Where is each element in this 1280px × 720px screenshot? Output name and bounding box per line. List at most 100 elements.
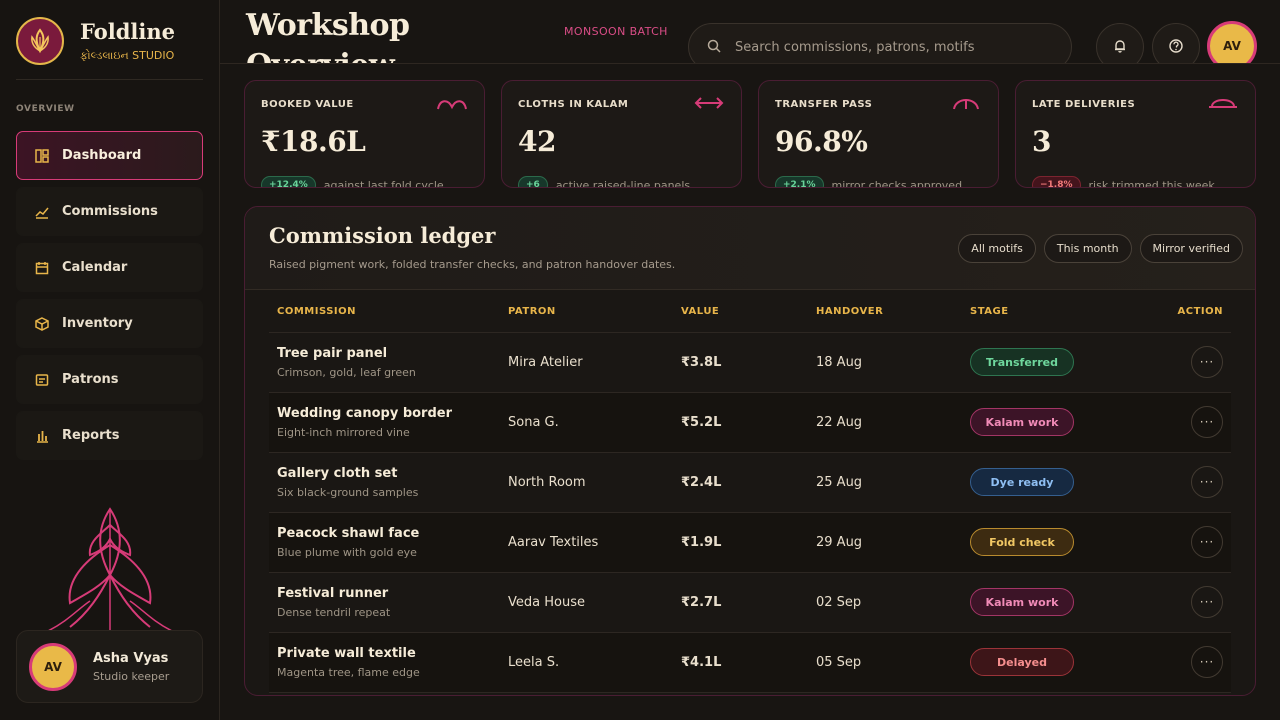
sidebar-nav: Dashboard Commissions Calendar Inventory… bbox=[16, 131, 203, 467]
column-header-stage[interactable]: STAGE bbox=[962, 291, 1112, 333]
kpi-value: ₹18.6L bbox=[261, 125, 366, 158]
sidebar-item-calendar[interactable]: Calendar bbox=[16, 243, 203, 292]
sidebar-item-label: Inventory bbox=[62, 316, 133, 331]
kpi-card-cloths-in-kalam: CLOTHS IN KALAM 42 +6 active raised-line… bbox=[501, 80, 742, 188]
table-row[interactable]: Tree pair panel Crimson, gold, leaf green… bbox=[269, 332, 1231, 393]
trend-icon bbox=[34, 204, 50, 220]
handover-cell: 02 Sep bbox=[808, 572, 962, 633]
kpi-note: risk trimmed this week bbox=[1088, 178, 1215, 188]
column-header-handover[interactable]: HANDOVER bbox=[808, 291, 962, 333]
sidebar-item-inventory[interactable]: Inventory bbox=[16, 299, 203, 348]
commission-ledger: Commission ledger Raised pigment work, f… bbox=[244, 206, 1256, 696]
user-avatar-button[interactable]: AV bbox=[1207, 21, 1257, 63]
help-icon bbox=[1169, 38, 1183, 57]
value-cell: ₹1.9L bbox=[673, 512, 808, 573]
status-badge: Kalam work bbox=[970, 588, 1074, 616]
kpi-value: 42 bbox=[518, 125, 556, 158]
more-actions-button[interactable]: ··· bbox=[1191, 646, 1223, 678]
filter-all-motifs[interactable]: All motifs bbox=[958, 234, 1036, 263]
more-actions-button[interactable]: ··· bbox=[1191, 406, 1223, 438]
kpi-card-late-deliveries: LATE DELIVERIES 3 −1.8% risk trimmed thi… bbox=[1015, 80, 1256, 188]
commission-title: Peacock shawl face bbox=[277, 525, 420, 541]
kpi-value: 3 bbox=[1032, 125, 1051, 158]
column-header-commission[interactable]: COMMISSION bbox=[269, 291, 500, 333]
more-actions-button[interactable]: ··· bbox=[1191, 586, 1223, 618]
kpi-delta-badge: +6 bbox=[518, 176, 548, 187]
kpi-card-booked-value: BOOKED VALUE ₹18.6L +12.4% against last … bbox=[244, 80, 485, 188]
kpi-label: CLOTHS IN KALAM bbox=[518, 99, 629, 110]
filter-mirror-verified[interactable]: Mirror verified bbox=[1139, 234, 1243, 263]
kpi-value: 96.8% bbox=[775, 125, 868, 158]
bell-icon bbox=[1113, 38, 1127, 57]
lotus-logo-icon bbox=[16, 17, 64, 65]
table-row[interactable]: Peacock shawl face Blue plume with gold e… bbox=[269, 512, 1231, 573]
commission-detail: Six black-ground samples bbox=[277, 485, 419, 499]
ledger-header: Commission ledger Raised pigment work, f… bbox=[245, 207, 1255, 290]
filter-this-month[interactable]: This month bbox=[1043, 234, 1132, 263]
more-actions-button[interactable]: ··· bbox=[1191, 526, 1223, 558]
profile-role: Studio keeper bbox=[93, 669, 170, 683]
value-cell: ₹2.7L bbox=[673, 572, 808, 633]
sidebar-item-label: Calendar bbox=[62, 260, 128, 275]
commission-title: Wedding canopy border bbox=[277, 405, 452, 421]
table-row[interactable]: Festival runner Dense tendril repeat Veda… bbox=[269, 572, 1231, 633]
calendar-icon bbox=[34, 260, 50, 276]
card-icon bbox=[34, 372, 50, 388]
sidebar-item-label: Commissions bbox=[62, 204, 158, 219]
ledger-subtitle: Raised pigment work, folded transfer che… bbox=[269, 258, 676, 271]
sidebar-item-reports[interactable]: Reports bbox=[16, 411, 203, 460]
handover-cell: 22 Aug bbox=[808, 392, 962, 453]
sidebar-item-dashboard[interactable]: Dashboard bbox=[16, 131, 203, 180]
sidebar-item-patrons[interactable]: Patrons bbox=[16, 355, 203, 404]
more-actions-button[interactable]: ··· bbox=[1191, 346, 1223, 378]
kpi-note: mirror checks approved bbox=[831, 178, 963, 188]
kpi-delta-badge: −1.8% bbox=[1032, 176, 1081, 187]
table-row[interactable]: Gallery cloth set Six black-ground sample… bbox=[269, 452, 1231, 513]
sidebar-item-commissions[interactable]: Commissions bbox=[16, 187, 203, 236]
commission-title: Private wall textile bbox=[277, 645, 416, 661]
table-row[interactable]: Wedding canopy border Eight-inch mirrored… bbox=[269, 392, 1231, 453]
patron-cell: Aarav Textiles bbox=[500, 512, 673, 573]
box-icon bbox=[34, 316, 50, 332]
kpi-note: against last fold cycle bbox=[323, 178, 444, 188]
column-header-patron[interactable]: PATRON bbox=[500, 291, 673, 333]
brand-name: Foldline bbox=[80, 19, 176, 44]
status-badge: Delayed bbox=[970, 648, 1074, 676]
ledger-title: Commission ledger bbox=[269, 223, 496, 248]
avatar: AV bbox=[29, 642, 77, 691]
commission-detail: Magenta tree, flame edge bbox=[277, 665, 420, 679]
commission-title: Gallery cloth set bbox=[277, 465, 398, 481]
column-header-value[interactable]: VALUE bbox=[673, 291, 808, 333]
table-row[interactable]: Private wall textile Magenta tree, flame … bbox=[269, 632, 1231, 693]
handover-cell: 29 Aug bbox=[808, 512, 962, 573]
filter-group: All motifs This month Mirror verified bbox=[950, 234, 1243, 263]
status-badge: Kalam work bbox=[970, 408, 1074, 436]
more-actions-button[interactable]: ··· bbox=[1191, 466, 1223, 498]
batch-label[interactable]: MONSOON BATCH bbox=[564, 25, 668, 38]
patron-cell: Mira Atelier bbox=[500, 332, 673, 393]
commission-title: Tree pair panel bbox=[277, 345, 388, 361]
brand[interactable]: Foldline ફોલ્ડલાઇન STUDIO bbox=[16, 17, 175, 65]
sidebar-item-label: Reports bbox=[62, 428, 120, 443]
lotus-ornament-icon bbox=[47, 505, 173, 635]
kpi-label: LATE DELIVERIES bbox=[1032, 99, 1136, 110]
kpi-delta-badge: +12.4% bbox=[261, 176, 316, 187]
notifications-button[interactable] bbox=[1096, 23, 1144, 63]
table-header-row: COMMISSION PATRON VALUE HANDOVER STAGE A… bbox=[269, 291, 1231, 333]
commission-title: Festival runner bbox=[277, 585, 389, 601]
value-cell: ₹5.2L bbox=[673, 392, 808, 453]
dashboard-icon bbox=[34, 148, 50, 164]
help-button[interactable] bbox=[1152, 23, 1200, 63]
kpi-label: TRANSFER PASS bbox=[775, 99, 873, 110]
bar-chart-icon bbox=[34, 428, 50, 444]
page-title: Workshop Overview bbox=[246, 8, 410, 63]
dome-icon bbox=[1207, 95, 1239, 115]
profile-card[interactable]: AV Asha Vyas Studio keeper bbox=[16, 630, 203, 703]
brand-subtitle: ફોલ્ડલાઇન STUDIO bbox=[80, 49, 175, 62]
top-bar: Workshop Overview MONSOON BATCH Search c… bbox=[220, 0, 1280, 64]
column-header-action: ACTION bbox=[1112, 291, 1231, 333]
sidebar-item-label: Dashboard bbox=[62, 148, 142, 163]
profile-name: Asha Vyas bbox=[93, 650, 169, 666]
sidebar-item-label: Patrons bbox=[62, 372, 119, 387]
search-input[interactable]: Search commissions, patrons, motifs bbox=[688, 23, 1072, 63]
